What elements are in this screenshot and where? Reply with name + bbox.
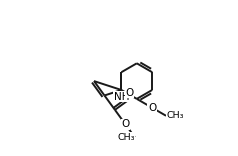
Text: O: O: [148, 103, 156, 113]
Text: NH: NH: [114, 92, 129, 102]
Text: CH₃: CH₃: [167, 111, 184, 120]
Text: O: O: [125, 88, 134, 98]
Text: CH₃: CH₃: [117, 133, 135, 142]
Text: O: O: [121, 119, 129, 129]
